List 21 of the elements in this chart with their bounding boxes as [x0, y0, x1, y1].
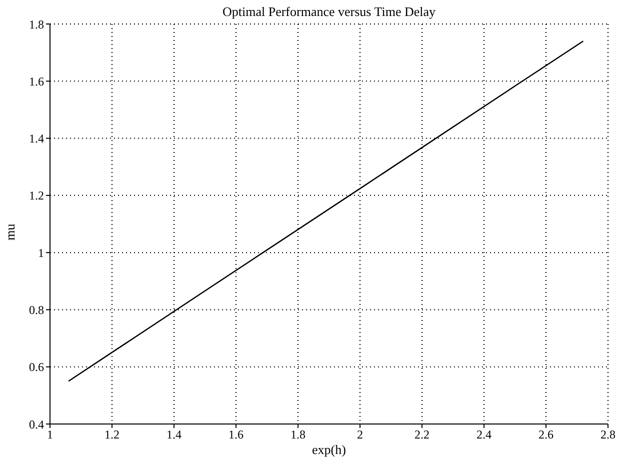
x-tick-label: 2.2	[414, 428, 430, 442]
x-tick-label: 2.8	[600, 428, 616, 442]
x-tick-label: 1.2	[104, 428, 120, 442]
y-tick-label: 1.4	[29, 132, 44, 146]
x-tick-label: 2.6	[538, 428, 554, 442]
x-tick-label: 2	[357, 428, 363, 442]
x-tick-label: 1.6	[228, 428, 244, 442]
x-tick-label: 2.4	[476, 428, 492, 442]
chart-title: Optimal Performance versus Time Delay	[221, 4, 436, 20]
x-axis-title: exp(h)	[311, 442, 347, 458]
y-tick-label: 1.2	[29, 188, 44, 203]
x-tick-label: 1.8	[290, 428, 306, 442]
y-tick-label: 1.8	[29, 17, 44, 32]
x-tick-label: 1.4	[166, 428, 182, 442]
y-tick-label: 0.4	[29, 417, 44, 432]
y-tick-label: 0.8	[29, 302, 44, 317]
x-tick-label: 1	[47, 428, 53, 442]
y-tick-label: 0.6	[29, 360, 44, 374]
y-tick-label: 1.6	[29, 74, 44, 88]
y-tick-label: 1	[38, 246, 44, 260]
y-axis-title: mu	[2, 224, 18, 240]
